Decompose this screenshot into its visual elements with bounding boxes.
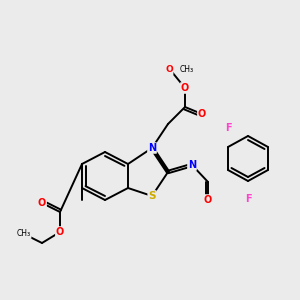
Text: O: O: [165, 65, 173, 74]
Text: N: N: [188, 160, 196, 170]
Text: F: F: [225, 123, 231, 133]
Text: O: O: [38, 198, 46, 208]
Text: CH₃: CH₃: [180, 65, 194, 74]
Text: N: N: [148, 143, 156, 153]
Text: CH₃: CH₃: [17, 230, 31, 238]
Text: O: O: [198, 109, 206, 119]
Text: O: O: [204, 195, 212, 205]
Text: O: O: [56, 227, 64, 237]
Text: S: S: [148, 191, 156, 201]
Text: F: F: [245, 194, 251, 204]
Text: O: O: [181, 83, 189, 93]
